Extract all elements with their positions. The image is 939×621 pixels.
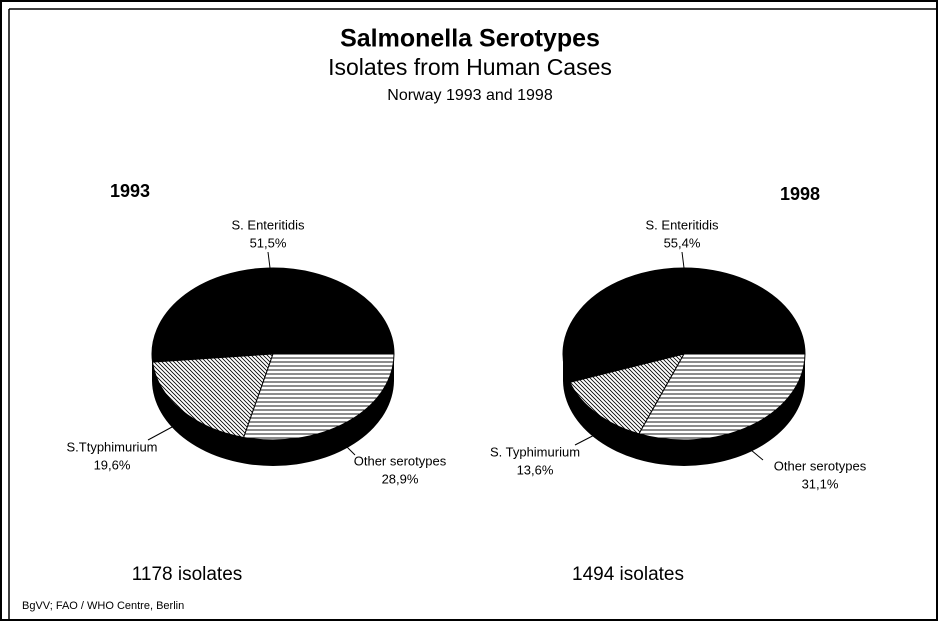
slice-label: S. Typhimurium xyxy=(490,444,580,459)
pie-slice xyxy=(242,353,395,441)
slice-value-label: 28,9% xyxy=(382,471,419,486)
pie-slice xyxy=(151,267,395,363)
pie-slice xyxy=(151,353,274,438)
footer: BgVV; FAO / WHO Centre, Berlin xyxy=(22,600,184,612)
leader-line xyxy=(147,419,186,441)
slice-value-label: 51,5% xyxy=(250,235,287,250)
slice-value-label: 19,6% xyxy=(94,457,131,472)
leader-line xyxy=(681,251,685,269)
slice-value-label: 31,1% xyxy=(802,476,839,491)
slice-value-label: 55,4% xyxy=(664,235,701,250)
chart-title: Salmonella Serotypes xyxy=(340,25,600,53)
chart-subtitle: Isolates from Human Cases xyxy=(328,54,612,80)
slice-value-label: 13,6% xyxy=(517,462,554,477)
pie-note: 1178 isolates xyxy=(132,564,243,585)
pie-slice xyxy=(638,353,806,441)
pie-title: 1998 xyxy=(780,184,820,204)
slice-label: S.Ttyphimurium xyxy=(66,439,157,454)
chart-subsubtitle: Norway 1993 and 1998 xyxy=(387,87,553,104)
slice-label: S. Enteritidis xyxy=(232,217,305,232)
slice-label: Other serotypes xyxy=(774,458,867,473)
leader-line xyxy=(267,251,271,269)
slice-label: Other serotypes xyxy=(354,453,447,468)
pie-title: 1993 xyxy=(110,181,150,201)
leader-line xyxy=(744,444,764,461)
leader-line xyxy=(339,439,356,456)
pie-note: 1494 isolates xyxy=(572,564,684,585)
slice-label: S. Enteritidis xyxy=(646,217,719,232)
pie-slice xyxy=(569,353,686,435)
leader-line xyxy=(574,427,609,446)
